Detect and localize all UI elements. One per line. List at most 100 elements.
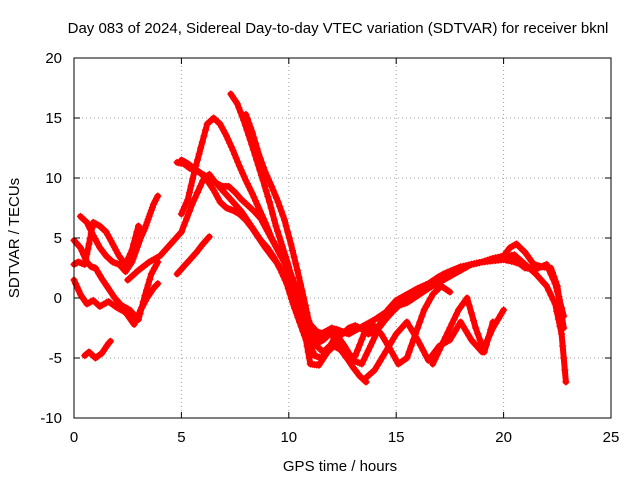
plus-marker — [248, 190, 256, 198]
plus-marker — [187, 182, 195, 190]
plus-marker — [101, 227, 109, 234]
plus-marker — [112, 246, 120, 254]
plus-marker — [244, 202, 252, 210]
plus-marker — [416, 318, 424, 326]
plus-marker — [131, 234, 139, 242]
plus-marker — [94, 241, 102, 249]
plus-marker — [321, 347, 329, 354]
plus-marker — [151, 264, 159, 272]
y-tick-label: 5 — [54, 230, 62, 247]
plus-marker — [285, 263, 293, 271]
plus-marker — [301, 302, 309, 309]
plus-marker — [281, 270, 289, 278]
plus-marker — [561, 366, 569, 374]
plus-marker — [424, 298, 432, 306]
plus-marker — [416, 341, 424, 349]
plus-marker — [289, 247, 297, 255]
plus-marker — [245, 119, 253, 127]
plus-marker — [154, 192, 162, 200]
y-tick-label: 10 — [45, 170, 62, 187]
plus-marker — [459, 323, 467, 330]
plus-marker — [494, 315, 502, 323]
plus-marker — [260, 164, 268, 171]
plus-marker — [266, 179, 274, 187]
plus-marker — [246, 203, 254, 211]
plus-marker — [243, 180, 251, 188]
plus-marker — [107, 337, 115, 345]
plus-marker — [354, 346, 362, 354]
plus-marker — [190, 168, 198, 176]
plus-marker — [547, 291, 555, 299]
plus-marker — [485, 333, 493, 341]
plus-marker — [482, 341, 490, 348]
plus-marker — [194, 156, 202, 164]
plus-marker — [290, 282, 298, 290]
plus-marker — [263, 172, 271, 180]
plus-marker — [282, 222, 290, 230]
series-track-3 — [76, 192, 162, 276]
plus-marker — [371, 366, 379, 374]
plus-marker — [489, 318, 497, 326]
y-tick-label: -10 — [40, 410, 62, 427]
plus-marker — [134, 316, 142, 324]
plus-marker — [223, 132, 231, 140]
plus-marker — [250, 193, 258, 201]
plus-marker — [264, 175, 272, 183]
plus-marker — [298, 287, 306, 295]
series-track-5 — [81, 337, 115, 362]
plus-marker — [211, 189, 219, 197]
plus-marker — [80, 215, 88, 223]
plus-marker — [414, 324, 422, 332]
plus-marker — [310, 333, 318, 341]
plus-marker — [288, 275, 296, 283]
plus-marker — [177, 228, 185, 236]
plus-marker — [269, 186, 277, 194]
plus-marker — [548, 269, 556, 276]
plus-marker — [557, 303, 565, 311]
plus-marker — [373, 362, 381, 369]
plus-marker — [381, 337, 389, 345]
plus-marker — [240, 173, 248, 181]
plus-marker — [149, 267, 157, 275]
plus-marker — [221, 129, 229, 137]
plus-marker — [210, 178, 218, 186]
plus-marker — [470, 317, 478, 324]
plus-marker — [258, 211, 266, 219]
plus-marker — [259, 176, 267, 184]
series-track-16 — [500, 240, 568, 332]
plus-marker — [293, 266, 301, 274]
plus-marker — [419, 346, 427, 354]
plus-marker — [305, 317, 313, 324]
plus-marker — [429, 360, 437, 368]
plus-marker — [205, 119, 213, 126]
series-track-4 — [70, 218, 147, 268]
plus-marker — [130, 320, 138, 328]
plus-marker — [276, 203, 284, 210]
plus-marker — [381, 348, 389, 356]
plus-marker — [558, 330, 566, 338]
plus-marker — [253, 145, 261, 153]
plus-marker — [78, 214, 86, 222]
plus-marker — [250, 134, 258, 142]
y-tick-label: 0 — [54, 290, 62, 307]
plus-marker — [543, 282, 551, 290]
plus-marker — [143, 218, 151, 226]
plus-marker — [377, 318, 385, 326]
plus-marker — [463, 294, 471, 302]
plus-marker — [268, 234, 276, 242]
plus-marker — [268, 182, 276, 190]
plus-marker — [213, 192, 221, 200]
plus-marker — [142, 286, 150, 294]
plus-marker — [334, 332, 342, 340]
plus-marker — [258, 159, 266, 167]
plus-marker — [403, 318, 411, 326]
plus-marker — [265, 198, 273, 206]
plus-marker — [356, 372, 364, 380]
plus-marker — [104, 231, 112, 239]
plus-marker — [191, 194, 199, 202]
plus-marker — [177, 210, 185, 218]
plus-marker — [261, 182, 269, 190]
plus-marker — [392, 356, 400, 364]
plus-marker — [390, 335, 398, 342]
plus-marker — [197, 144, 205, 152]
